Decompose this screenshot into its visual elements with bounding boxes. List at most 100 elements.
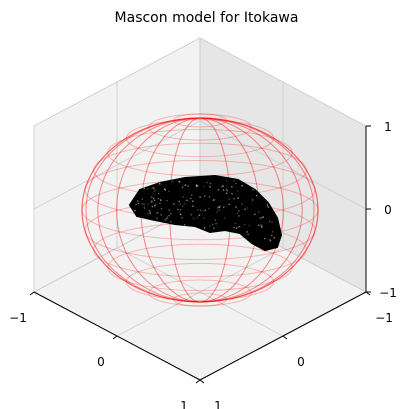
mascon-point <box>171 180 173 183</box>
x-tick <box>29 291 35 296</box>
mascon-point <box>199 209 202 211</box>
mascon-point <box>170 213 172 215</box>
x-tick-label: 0 <box>97 355 105 369</box>
sphere-meridian <box>116 117 284 303</box>
mascon-point <box>266 203 269 205</box>
mascon-point <box>164 219 166 221</box>
mascon-point <box>136 200 139 202</box>
x-tick-label: 1 <box>180 399 188 409</box>
mascon-point <box>164 189 167 191</box>
mascon-point <box>248 224 251 227</box>
mascon-point <box>225 192 228 194</box>
sphere-parallel <box>148 279 252 307</box>
x-tick <box>112 335 118 340</box>
mascon-point <box>218 209 220 211</box>
mascon-point <box>197 209 199 211</box>
mascon-point <box>251 199 254 201</box>
asteroid-silhouette <box>128 174 283 252</box>
mascon-point <box>203 185 205 188</box>
mascon-point <box>166 199 168 202</box>
mascon-point <box>260 224 262 226</box>
y-tick-label: 1 <box>214 399 222 409</box>
mascon-point <box>208 196 211 198</box>
sphere-meridian <box>97 117 303 303</box>
sphere-meridian <box>85 117 315 303</box>
mascon-point <box>236 212 239 215</box>
sphere-parallel <box>148 113 252 141</box>
mascon-point <box>170 221 172 223</box>
mascon-point <box>231 185 233 188</box>
mascon-point <box>156 217 158 219</box>
mascon-point <box>153 187 155 189</box>
gridline-z <box>33 120 367 210</box>
mascon-point <box>222 206 225 208</box>
mascon-point <box>216 211 218 213</box>
mascon-point <box>134 209 136 212</box>
mascon-point <box>260 216 263 219</box>
sphere-parallel <box>173 113 227 128</box>
mascon-point <box>209 185 211 188</box>
mascon-point <box>235 206 237 208</box>
mascon-point <box>178 200 180 203</box>
mascon-point <box>241 184 243 187</box>
mascon-point <box>225 188 228 190</box>
mascon-point <box>179 209 182 211</box>
mascon-point <box>147 188 149 190</box>
mascon-point <box>255 194 258 197</box>
mascon-point <box>179 213 182 216</box>
sphere-parallel <box>125 262 275 301</box>
mascon-point <box>243 223 246 226</box>
mascon-point <box>192 205 194 207</box>
mascon-point <box>244 208 246 210</box>
mascon-point <box>271 221 273 224</box>
mascon-point <box>151 200 153 202</box>
sphere-parallel <box>173 292 227 307</box>
mascon-point <box>168 190 170 193</box>
mascon-point <box>147 212 149 215</box>
mascon-point <box>168 214 170 217</box>
mascon-point <box>217 188 220 191</box>
mascon-point <box>153 190 155 192</box>
mascon-point <box>151 205 154 208</box>
sphere-outline <box>81 117 319 303</box>
mascon-point <box>271 234 273 237</box>
mascon-point <box>150 196 153 198</box>
mascon-point <box>141 198 144 200</box>
mascon-point <box>186 199 188 202</box>
mascon-point <box>233 226 235 229</box>
mascon-point <box>168 209 170 211</box>
mascon-point <box>204 195 206 197</box>
mascon-point <box>181 217 183 219</box>
sphere-meridian <box>116 117 284 303</box>
mascon-point <box>237 226 239 228</box>
mascon-point <box>153 199 156 201</box>
mascon-point <box>216 207 219 209</box>
mascon-point <box>241 203 243 205</box>
mascon-point <box>238 210 240 212</box>
mascon-point <box>190 213 193 216</box>
y-tick <box>199 379 205 384</box>
mascon-point <box>208 207 210 210</box>
mascon-point <box>166 216 169 218</box>
mascon-point <box>143 207 146 210</box>
mascon-point <box>269 240 272 242</box>
mascon-point <box>226 189 228 192</box>
mascon-point <box>160 207 163 210</box>
mascon-point <box>233 180 235 182</box>
mascon-point <box>273 236 276 239</box>
axis-ticks: −1 0 1 −1 0 1 −1 0 1 <box>9 120 397 409</box>
sphere-parallel <box>125 119 275 158</box>
mascon-point <box>181 186 184 188</box>
mascon-point <box>159 199 162 201</box>
mascon-point <box>258 211 260 213</box>
sphere-parallel <box>107 243 293 292</box>
mascon-point <box>213 199 216 201</box>
mascon-point <box>267 206 270 209</box>
mascon-point <box>199 196 201 198</box>
mascon-point <box>238 215 240 217</box>
mascon-point <box>209 182 212 185</box>
mascon-point <box>225 179 228 182</box>
gridline-z <box>33 37 367 127</box>
mascon-point <box>187 185 189 187</box>
